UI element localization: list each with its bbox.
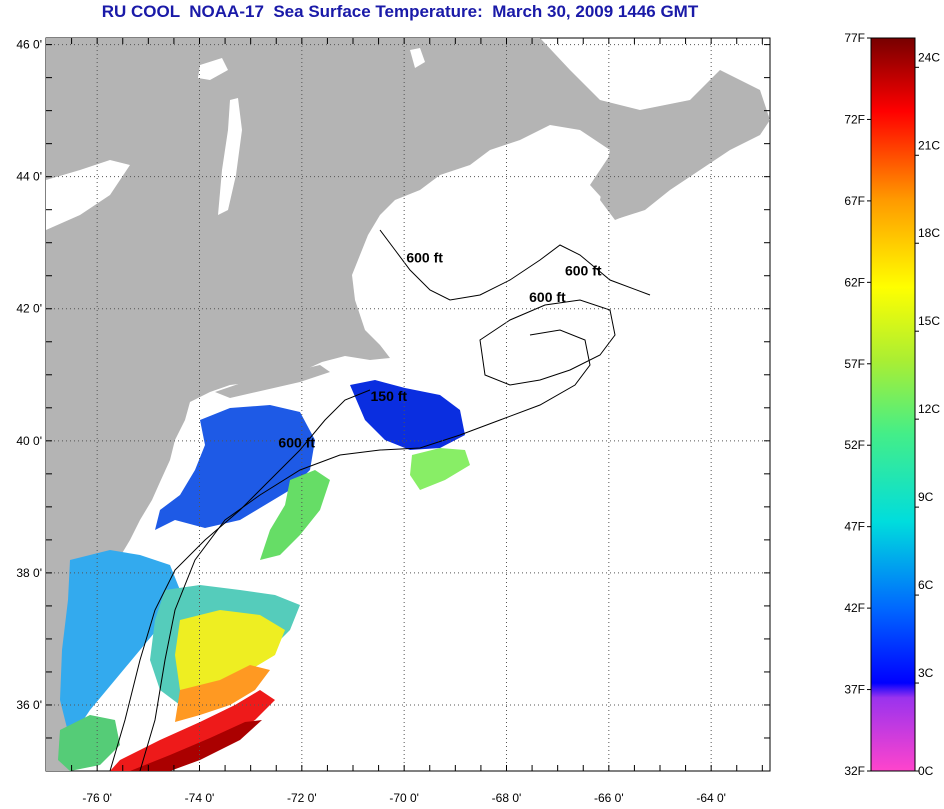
lat-tick-label: 38 0' — [16, 566, 42, 580]
colorbar-celsius-labels: 24C 21C 18C 15C 12C 9C 6C 3C 0C — [915, 50, 940, 778]
contour-label: 600 ft — [278, 434, 315, 450]
land-long-island — [215, 365, 330, 398]
lon-tick-label: -68 0' — [492, 791, 522, 805]
contour-600ft-shelf — [139, 329, 591, 771]
lon-tick-label: -74 0' — [185, 791, 215, 805]
lat-tick-label: 40 0' — [16, 434, 42, 448]
lon-tick-label: -70 0' — [389, 791, 419, 805]
contour-label: 600 ft — [565, 263, 602, 279]
longitude-labels: -76 0' -74 0' -72 0' -70 0' -68 0' -66 0' -64 … — [82, 791, 726, 805]
colorbar-f-label: 52F — [844, 438, 865, 452]
colorbar-f-label: 47F — [844, 520, 865, 534]
sst-yellow-band — [175, 610, 285, 700]
contour-label: 150 ft — [371, 388, 408, 404]
contour-600ft-gulf-maine — [379, 229, 651, 301]
lake-ontario-edge — [46, 160, 130, 230]
lon-tick-label: -72 0' — [287, 791, 317, 805]
colorbar-f-label: 57F — [844, 357, 865, 371]
colorbar-f-label: 62F — [844, 275, 865, 289]
sst-orange-band — [175, 665, 270, 722]
map-title: RU COOL NOAA-17 Sea Surface Temperature:… — [101, 2, 699, 21]
lake-winnipesaukee — [198, 58, 228, 80]
colorbar-c-label: 15C — [918, 314, 940, 328]
lake-moosehead — [410, 48, 425, 68]
colorbar-c-label: 12C — [918, 402, 940, 416]
colorbar-c-label: 18C — [918, 226, 940, 240]
lon-tick-label: -76 0' — [82, 791, 112, 805]
lat-tick-label: 36 0' — [16, 698, 42, 712]
contour-labels: 600 ft 600 ft 600 ft 150 ft 600 ft — [278, 250, 601, 451]
land-nova-scotia — [590, 95, 770, 218]
colorbar-f-label: 37F — [844, 683, 865, 697]
sst-shelf-break-green — [260, 470, 330, 560]
contour-label: 600 ft — [529, 289, 566, 305]
sst-gulf-maine-cold — [350, 380, 465, 450]
colorbar-c-label: 3C — [918, 666, 934, 680]
colorbar-f-label: 32F — [844, 764, 865, 778]
lat-tick-label: 42 0' — [16, 302, 42, 316]
colorbar-c-label: 24C — [918, 50, 940, 64]
colorbar-c-label: 0C — [918, 764, 934, 778]
land-mainland — [46, 38, 770, 771]
colorbar-f-label: 42F — [844, 601, 865, 615]
colorbar-f-label: 77F — [844, 31, 865, 45]
graticule — [46, 38, 770, 771]
lat-tick-label: 46 0' — [16, 38, 42, 52]
sst-cold-shelf — [155, 405, 315, 530]
sst-gulf-stream-deep — [130, 720, 262, 771]
sst-georges-green — [410, 448, 470, 490]
colorbar-c-label: 6C — [918, 578, 934, 592]
lon-tick-label: -64 0' — [696, 791, 726, 805]
colorbar — [870, 37, 916, 772]
contour-georges — [479, 299, 616, 386]
lake-champlain — [218, 98, 242, 215]
colorbar-f-label: 72F — [844, 112, 865, 126]
colorbar-c-label: 21C — [918, 138, 940, 152]
lon-tick-label: -66 0' — [594, 791, 624, 805]
latitude-labels: 46 0' 44 0' 42 0' 40 0' 38 0' 36 0' — [16, 38, 42, 712]
contour-label: 600 ft — [406, 250, 443, 266]
contour-150ft — [109, 389, 371, 771]
sst-coastal-green — [58, 715, 120, 771]
colorbar-c-label: 9C — [918, 490, 934, 504]
colorbar-fahrenheit-labels: 77F 72F 67F 62F 57F 52F 47F 42F 37F 32F — [844, 31, 871, 778]
sst-gulf-stream-red — [110, 690, 275, 771]
lat-tick-label: 44 0' — [16, 170, 42, 184]
colorbar-f-label: 67F — [844, 194, 865, 208]
sst-midatlantic-cyan — [60, 550, 180, 740]
